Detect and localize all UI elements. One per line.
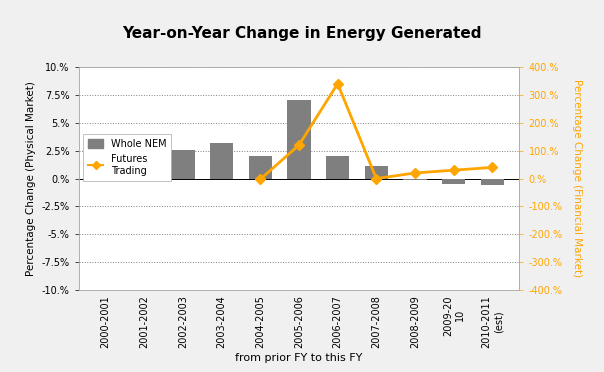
- Bar: [94, 140, 117, 179]
- Y-axis label: Percentage Change (Financial Market): Percentage Change (Financial Market): [572, 80, 582, 278]
- X-axis label: from prior FY to this FY: from prior FY to this FY: [236, 353, 362, 363]
- Bar: [172, 150, 194, 179]
- Bar: [481, 179, 504, 185]
- Bar: [249, 156, 272, 179]
- Bar: [365, 166, 388, 179]
- Bar: [326, 156, 349, 179]
- Bar: [133, 164, 156, 179]
- Bar: [210, 143, 233, 179]
- Y-axis label: Percentage Change (Physical Market): Percentage Change (Physical Market): [26, 81, 36, 276]
- Bar: [403, 179, 426, 180]
- Text: Year-on-Year Change in Energy Generated: Year-on-Year Change in Energy Generated: [122, 26, 482, 41]
- Bar: [288, 100, 310, 179]
- Bar: [442, 179, 465, 184]
- Legend: Whole NEM, Futures
Trading: Whole NEM, Futures Trading: [83, 134, 171, 180]
